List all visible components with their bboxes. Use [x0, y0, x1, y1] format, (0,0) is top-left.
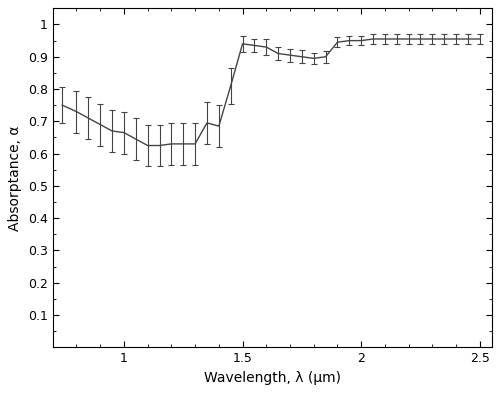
X-axis label: Wavelength, λ (μm): Wavelength, λ (μm)	[204, 371, 340, 385]
Y-axis label: Absorptance, α: Absorptance, α	[8, 125, 22, 231]
